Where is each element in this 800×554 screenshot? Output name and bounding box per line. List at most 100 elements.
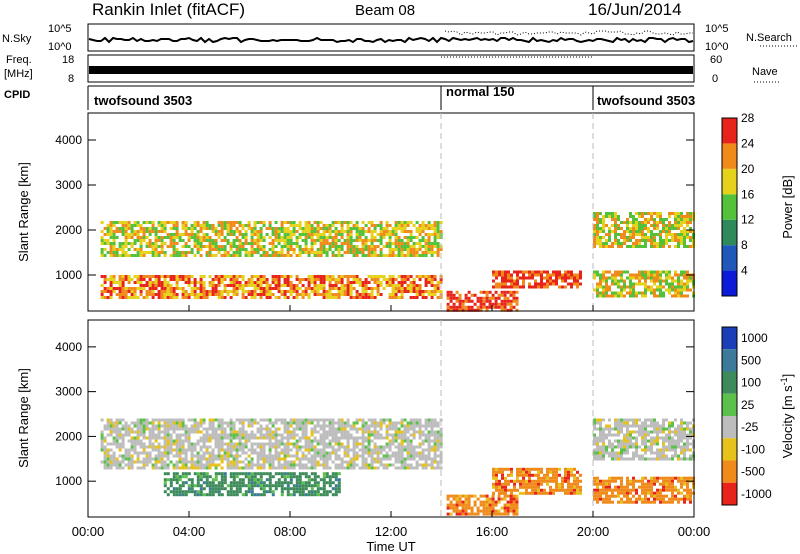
heatmap-cell-0 xyxy=(181,424,185,428)
heatmap-cell-0 xyxy=(310,433,314,437)
heatmap-cell-0 xyxy=(436,254,440,257)
heatmap-cell-2 xyxy=(488,509,492,513)
heatmap-cell-1 xyxy=(283,475,287,479)
heatmap-cell-0 xyxy=(400,230,404,233)
heatmap-cell-1 xyxy=(229,296,233,299)
heatmap-cell-1 xyxy=(391,284,395,287)
heatmap-cell-0 xyxy=(310,251,314,254)
heatmap-cell-0 xyxy=(328,457,332,461)
heatmap-cell-0 xyxy=(268,436,272,440)
heatmap-cell-0 xyxy=(202,466,206,470)
heatmap-cell-0 xyxy=(169,236,173,239)
heatmap-cell-0 xyxy=(409,451,413,455)
heatmap-cell-5 xyxy=(611,273,614,277)
heatmap-cell-0 xyxy=(271,433,275,437)
heatmap-cell-0 xyxy=(394,421,398,425)
heatmap-cell-0 xyxy=(328,454,332,458)
heatmap-cell-3 xyxy=(552,273,555,277)
heatmap-cell-0 xyxy=(142,451,146,455)
heatmap-cell-0 xyxy=(298,236,302,239)
power-ylabel: Slant Range [km] xyxy=(16,162,31,262)
heatmap-cell-0 xyxy=(109,457,113,461)
heatmap-cell-0 xyxy=(118,466,122,470)
heatmap-cell-0 xyxy=(415,242,419,245)
heatmap-cell-4 xyxy=(632,233,635,236)
heatmap-cell-0 xyxy=(325,442,329,446)
heatmap-cell-0 xyxy=(109,242,113,245)
heatmap-cell-0 xyxy=(247,418,251,422)
heatmap-cell-1 xyxy=(250,481,254,485)
heatmap-cell-0 xyxy=(373,251,377,254)
heatmap-cell-0 xyxy=(253,451,257,455)
heatmap-cell-4 xyxy=(644,439,647,443)
heatmap-cell-0 xyxy=(295,245,299,248)
heatmap-cell-1 xyxy=(364,287,368,290)
heatmap-cell-0 xyxy=(379,445,383,449)
heatmap-cell-0 xyxy=(112,245,116,248)
heatmap-cell-4 xyxy=(653,436,656,440)
heatmap-cell-0 xyxy=(289,224,293,227)
heatmap-cell-0 xyxy=(229,254,233,257)
heatmap-cell-4 xyxy=(635,227,638,230)
heatmap-cell-1 xyxy=(358,278,362,281)
heatmap-cell-0 xyxy=(238,421,242,425)
heatmap-cell-4 xyxy=(620,454,623,458)
heatmap-cell-3 xyxy=(528,476,531,480)
heatmap-cell-1 xyxy=(361,296,365,299)
heatmap-cell-0 xyxy=(217,418,221,422)
heatmap-cell-1 xyxy=(397,296,401,299)
heatmap-cell-0 xyxy=(331,445,335,449)
heatmap-cell-1 xyxy=(280,481,284,485)
heatmap-cell-1 xyxy=(433,278,437,281)
heatmap-cell-4 xyxy=(677,457,680,461)
heatmap-cell-0 xyxy=(430,439,434,443)
heatmap-cell-4 xyxy=(593,427,596,431)
heatmap-cell-1 xyxy=(235,284,239,287)
heatmap-cell-3 xyxy=(507,279,510,283)
heatmap-cell-0 xyxy=(244,430,248,434)
heatmap-cell-1 xyxy=(397,290,401,293)
heatmap-cell-0 xyxy=(139,254,143,257)
heatmap-cell-4 xyxy=(620,430,623,434)
heatmap-cell-2 xyxy=(497,509,501,513)
heatmap-cell-0 xyxy=(223,457,227,461)
heatmap-cell-0 xyxy=(112,439,116,443)
heatmap-cell-0 xyxy=(424,454,428,458)
heatmap-cell-1 xyxy=(211,293,215,296)
heatmap-cell-0 xyxy=(406,448,410,452)
heatmap-cell-0 xyxy=(280,463,284,467)
heatmap-cell-2 xyxy=(452,293,456,297)
heatmap-cell-1 xyxy=(289,293,293,296)
heatmap-cell-1 xyxy=(142,296,146,299)
heatmap-cell-1 xyxy=(109,275,113,278)
heatmap-cell-4 xyxy=(593,230,596,233)
heatmap-cell-5 xyxy=(650,291,653,295)
heatmap-cell-4 xyxy=(677,433,680,437)
heatmap-cell-4 xyxy=(596,233,599,236)
heatmap-cell-0 xyxy=(169,418,173,422)
heatmap-cell-0 xyxy=(238,433,242,437)
heatmap-cell-3 xyxy=(492,279,495,283)
heatmap-cell-0 xyxy=(436,448,440,452)
heatmap-cell-0 xyxy=(373,430,377,434)
heatmap-cell-0 xyxy=(121,418,125,422)
heatmap-cell-1 xyxy=(211,484,215,488)
heatmap-cell-0 xyxy=(133,424,137,428)
heatmap-cell-0 xyxy=(229,227,233,230)
heatmap-cell-0 xyxy=(280,421,284,425)
heatmap-cell-0 xyxy=(241,433,245,437)
heatmap-cell-0 xyxy=(340,418,344,422)
heatmap-cell-0 xyxy=(280,239,284,242)
heatmap-cell-0 xyxy=(160,463,164,467)
heatmap-cell-0 xyxy=(289,448,293,452)
heatmap-cell-2 xyxy=(479,494,483,498)
heatmap-cell-0 xyxy=(301,230,305,233)
heatmap-cell-1 xyxy=(331,287,335,290)
heatmap-cell-3 xyxy=(555,270,558,274)
heatmap-cell-1 xyxy=(304,287,308,290)
heatmap-cell-3 xyxy=(516,470,519,474)
heatmap-cell-0 xyxy=(412,451,416,455)
heatmap-cell-0 xyxy=(193,245,197,248)
heatmap-cell-1 xyxy=(121,296,125,299)
heatmap-cell-0 xyxy=(106,239,110,242)
